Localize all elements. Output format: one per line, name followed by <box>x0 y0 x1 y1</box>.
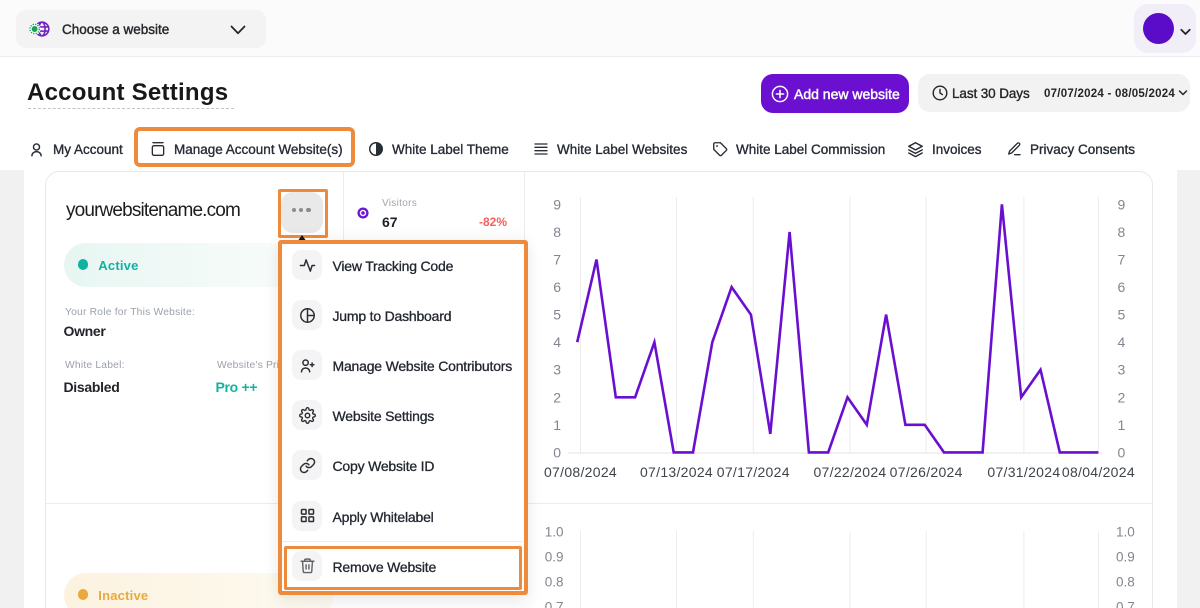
svg-text:07/26/2024: 07/26/2024 <box>890 464 963 480</box>
svg-text:2: 2 <box>553 389 561 405</box>
svg-text:07/31/2024: 07/31/2024 <box>987 464 1060 480</box>
svg-text:0.7: 0.7 <box>545 600 564 608</box>
svg-text:0.9: 0.9 <box>1116 550 1135 565</box>
svg-text:6: 6 <box>1118 279 1126 295</box>
svg-text:1.0: 1.0 <box>545 525 564 540</box>
svg-text:1: 1 <box>553 417 561 433</box>
svg-text:8: 8 <box>553 224 561 240</box>
svg-text:9: 9 <box>1118 196 1126 212</box>
svg-text:08/04/2024: 08/04/2024 <box>1062 464 1135 480</box>
svg-text:3: 3 <box>553 362 561 378</box>
svg-text:0.7: 0.7 <box>1116 600 1135 608</box>
svg-text:5: 5 <box>1118 307 1126 323</box>
svg-text:1: 1 <box>1118 417 1126 433</box>
svg-text:7: 7 <box>553 252 561 268</box>
svg-text:8: 8 <box>1118 224 1126 240</box>
svg-text:9: 9 <box>553 196 561 212</box>
svg-text:1.0: 1.0 <box>1116 525 1135 540</box>
svg-text:2: 2 <box>1118 389 1126 405</box>
svg-text:4: 4 <box>553 334 561 350</box>
svg-text:4: 4 <box>1118 334 1126 350</box>
svg-text:7: 7 <box>1118 252 1126 268</box>
svg-text:0: 0 <box>553 444 561 460</box>
svg-text:0.8: 0.8 <box>545 575 564 590</box>
svg-text:07/22/2024: 07/22/2024 <box>813 464 886 480</box>
svg-text:6: 6 <box>553 279 561 295</box>
svg-text:07/08/2024: 07/08/2024 <box>544 464 617 480</box>
svg-text:3: 3 <box>1118 362 1126 378</box>
svg-text:0.9: 0.9 <box>545 550 564 565</box>
svg-text:0: 0 <box>1118 444 1126 460</box>
svg-text:5: 5 <box>553 307 561 323</box>
svg-text:0.8: 0.8 <box>1116 575 1135 590</box>
svg-text:07/13/2024: 07/13/2024 <box>640 464 713 480</box>
svg-text:07/17/2024: 07/17/2024 <box>717 464 790 480</box>
